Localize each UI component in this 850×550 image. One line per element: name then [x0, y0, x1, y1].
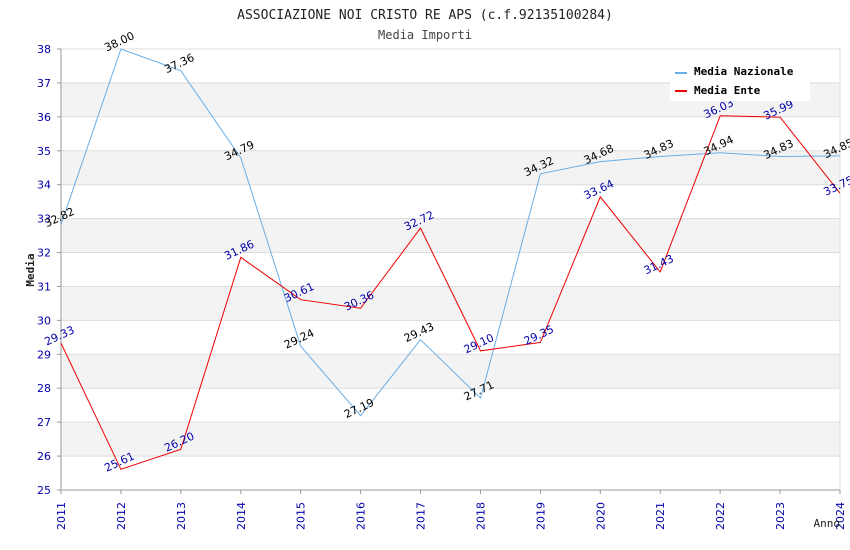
x-tick-label-2022: 2022	[714, 502, 727, 530]
x-tick-label-2012: 2012	[115, 502, 128, 530]
band-30	[61, 286, 840, 321]
legend-box	[670, 61, 810, 101]
chart-subtitle: Media Importi	[378, 28, 472, 42]
y-tick-label-34: 34	[37, 179, 51, 192]
x-axis-title: Anno	[814, 517, 841, 530]
y-tick-label-36: 36	[37, 111, 51, 124]
data-label-media-nazionale-2013: 37.36	[162, 51, 196, 76]
band-28	[61, 354, 840, 389]
data-label-media-ente-2018: 29.10	[462, 331, 496, 356]
y-tick-label-32: 32	[37, 247, 51, 260]
y-tick-label-30: 30	[37, 314, 51, 327]
x-axis-ticks: 2011 2012 2013 2014 2015 2016 2017 2018 2019 2020…	[55, 490, 847, 530]
y-tick-label-33: 33	[37, 213, 51, 226]
x-tick-label-2011: 2011	[55, 502, 68, 530]
band-34	[61, 150, 840, 185]
y-tick-label-35: 35	[37, 145, 51, 158]
series-line-media-ente	[60, 115, 841, 470]
y-tick-label-37: 37	[37, 77, 51, 90]
legend: Media Nazionale Media Ente	[670, 61, 810, 101]
series-lines	[60, 48, 841, 470]
y-axis-title: Media	[24, 253, 37, 286]
y-tick-label-29: 29	[37, 348, 51, 361]
y-tick-label-28: 28	[37, 382, 51, 395]
x-tick-label-2019: 2019	[534, 502, 547, 530]
x-tick-label-2014: 2014	[235, 502, 248, 530]
x-tick-label-2016: 2016	[355, 502, 368, 530]
x-tick-label-2018: 2018	[474, 502, 487, 530]
y-tick-label-26: 26	[37, 450, 51, 463]
axes	[60, 49, 841, 491]
band-26	[61, 422, 840, 457]
chart-title: ASSOCIAZIONE NOI CRISTO RE APS (c.f.9213…	[237, 8, 613, 23]
x-tick-label-2023: 2023	[774, 502, 787, 530]
data-label-media-nazionale-2012: 38.00	[102, 29, 136, 54]
x-tick-label-2015: 2015	[295, 502, 308, 530]
y-axis-ticks: 25 26 27 28 29 30 31 32 33 34 35 36 37 38	[37, 43, 61, 497]
x-tick-label-2020: 2020	[594, 502, 607, 530]
x-tick-label-2013: 2013	[175, 502, 188, 530]
x-tick-label-2017: 2017	[415, 502, 428, 530]
y-tick-label-25: 25	[37, 484, 51, 497]
series-line-media-nazionale	[60, 48, 841, 417]
legend-label-media-ente: Media Ente	[694, 84, 761, 97]
x-tick-label-2021: 2021	[654, 502, 667, 530]
data-label-media-ente-2019: 29.35	[522, 323, 556, 348]
y-tick-label-27: 27	[37, 416, 51, 429]
x-tick-label-2024: 2024	[834, 502, 847, 530]
legend-label-media-nazionale: Media Nazionale	[694, 65, 794, 78]
data-label-media-nazionale-2015: 29.24	[282, 326, 316, 351]
y-tick-label-38: 38	[37, 43, 51, 56]
y-tick-label-31: 31	[37, 280, 51, 293]
band-32	[61, 218, 840, 253]
